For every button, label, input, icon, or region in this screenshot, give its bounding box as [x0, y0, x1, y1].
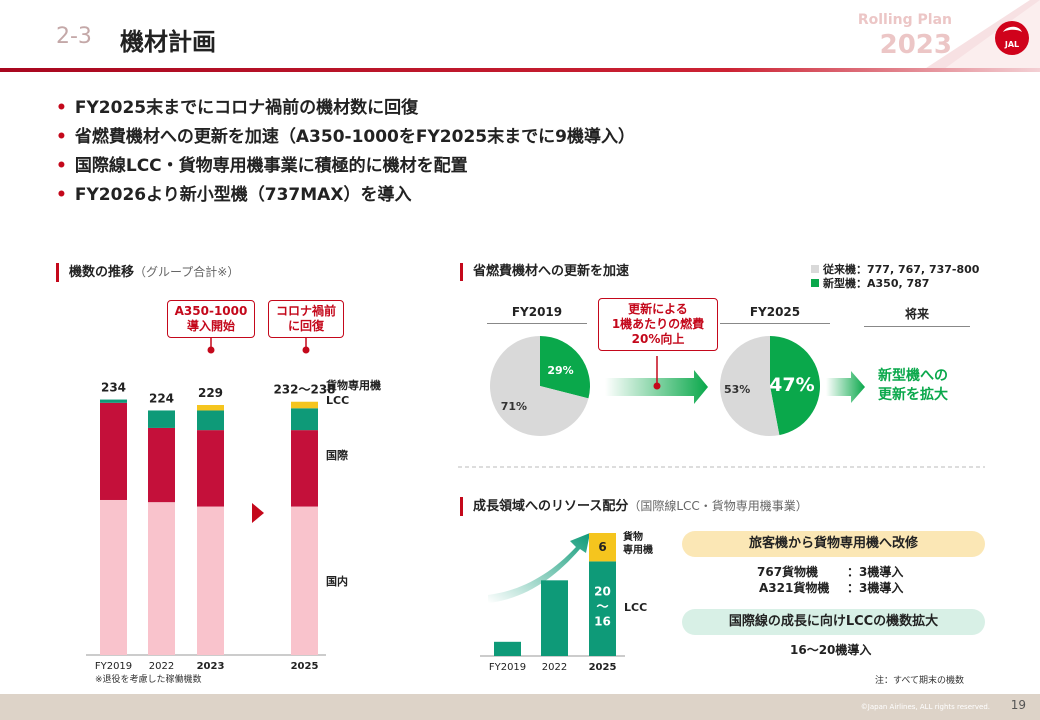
pie-label: 71% [501, 400, 527, 413]
bar-segment [541, 580, 568, 656]
category-label: 2022 [149, 661, 174, 672]
label-lcc: LCC [326, 394, 350, 407]
callout-precovid: コロナ禍前 に回復 [268, 300, 344, 338]
key-points-list: • FY2025末までにコロナ禍前の機材数に回復 • 省燃費機材への更新を加速（A3… [56, 94, 635, 210]
copyright: ©Japan Airlines, ALL rights reserved. [860, 703, 990, 711]
total-label: 234 [101, 381, 126, 395]
bar-segment [100, 402, 127, 500]
growth-arrow-icon [488, 533, 590, 603]
total-label: 232〜238 [273, 383, 335, 397]
fuel-heading: 省燃費機材への更新を加速 [460, 263, 629, 281]
note: 注：すべて期末の機数 [875, 676, 965, 686]
logo-text: JAL [1004, 40, 1019, 49]
bar-segment [589, 533, 616, 562]
total-label: 229 [198, 386, 223, 400]
col-future: 将来 [864, 305, 970, 327]
bar-segment [197, 410, 224, 431]
bar-segment [494, 641, 521, 656]
category-label: FY2019 [489, 662, 526, 673]
cargo-detail-line: 767貨物機 ：3機導入 [757, 565, 904, 579]
pie-label: 47% [769, 374, 814, 396]
legend-item-conventional: 従来機：777, 767, 737-800 [811, 263, 979, 277]
category-label: 2022 [542, 662, 567, 673]
pie-slice [540, 336, 590, 399]
jal-crane-logo-icon: JAL [995, 21, 1029, 55]
col-fy2025: FY2025 [720, 305, 830, 324]
key-point: • 国際線LCC・貨物専用機事業に積極的に機材を配置 [56, 156, 468, 176]
pie-label: 53% [724, 383, 750, 396]
lcc-detail: 16〜20機導入 [790, 643, 872, 657]
chevron-right-icon [252, 503, 264, 523]
bar-segment [291, 430, 318, 507]
bar-segment [100, 399, 127, 403]
future-text: 新型機への 更新を拡大 [878, 368, 948, 403]
bar-segment [197, 506, 224, 655]
label-international: 国際 [326, 449, 348, 462]
growth-bar-chart: FY2019 2022 20〜16 6 2025 [480, 533, 625, 673]
page-number: 19 [1010, 698, 1026, 712]
legend-item-new: 新型機：A350, 787 [811, 277, 979, 291]
pie-slice [770, 336, 820, 436]
label-cargo: 貨物専用機 [326, 379, 381, 392]
side-label-lcc: LCC [624, 601, 648, 614]
callout-a350: A350-1000 導入開始 [167, 300, 255, 338]
pill-lcc: 国際線の成長に向けLCCの機数拡大 [682, 609, 985, 635]
fleet-bar-chart: 234 FY2019 224 2022 229 2023 232〜238 2025 [86, 381, 336, 672]
bar-segment [148, 410, 175, 428]
category-label: FY2019 [95, 661, 132, 672]
category-label: 2023 [197, 661, 225, 672]
pie-label: 29% [547, 364, 573, 377]
bar-segment [291, 401, 318, 409]
category-label: 2025 [291, 661, 319, 672]
growth-heading: 成長領域へのリソース配分（国際線LCC・貨物専用機事業） [460, 497, 808, 516]
pill-cargo: 旅客機から貨物専用機へ改修 [682, 531, 985, 557]
bar-segment [197, 430, 224, 507]
bar-segment [291, 506, 318, 655]
side-label-cargo: 貨物 専用機 [623, 532, 653, 556]
page-title: 機材計画 [120, 28, 216, 56]
bar-segment [291, 408, 318, 431]
bar-segment [148, 502, 175, 655]
key-point: • FY2026より新小型機（737MAX）を導入 [56, 185, 412, 205]
total-label: 224 [149, 391, 174, 405]
col-fy2019: FY2019 [487, 305, 587, 324]
arrow-right-icon [605, 370, 708, 404]
arrow-right-icon [826, 371, 865, 403]
bar-segment [589, 561, 616, 656]
pie-slice [490, 336, 589, 437]
footer-bar [0, 694, 1040, 720]
fuel-legend: 従来機：777, 767, 737-800 新型機：A350, 787 [811, 263, 979, 291]
fleet-footnote: ※退役を考慮した稼働機数 [95, 675, 202, 685]
rolling-plan-label: Rolling Plan [857, 12, 952, 28]
header-rule [0, 68, 1040, 72]
bar-segment [197, 405, 224, 411]
bar-segment [148, 427, 175, 503]
rolling-plan-year: 2023 [879, 30, 952, 60]
bar-value-label: 〜 [596, 599, 608, 613]
pie-slice [719, 336, 780, 436]
category-label: 2025 [589, 662, 617, 673]
bar-value-label: 6 [598, 540, 606, 554]
label-domestic: 国内 [326, 575, 348, 588]
section-number: 2-3 [56, 24, 92, 49]
cargo-detail-line: A321貨物機 ：3機導入 [759, 581, 904, 595]
cargo-details: 767貨物機 ：3機導入 A321貨物機 ：3機導入 [757, 564, 903, 596]
bar-value-label: 16 [594, 614, 611, 628]
callout-fuel: 更新による 1機あたりの燃費 20%向上 [598, 298, 718, 351]
bar-value-label: 20 [594, 584, 611, 598]
key-point: • FY2025末までにコロナ禍前の機材数に回復 [56, 98, 419, 118]
fleet-heading: 機数の推移（グループ合計※） [56, 263, 239, 282]
key-point: • 省燃費機材への更新を加速（A350-1000をFY2025末までに9機導入） [56, 127, 635, 147]
bar-segment [100, 499, 127, 655]
